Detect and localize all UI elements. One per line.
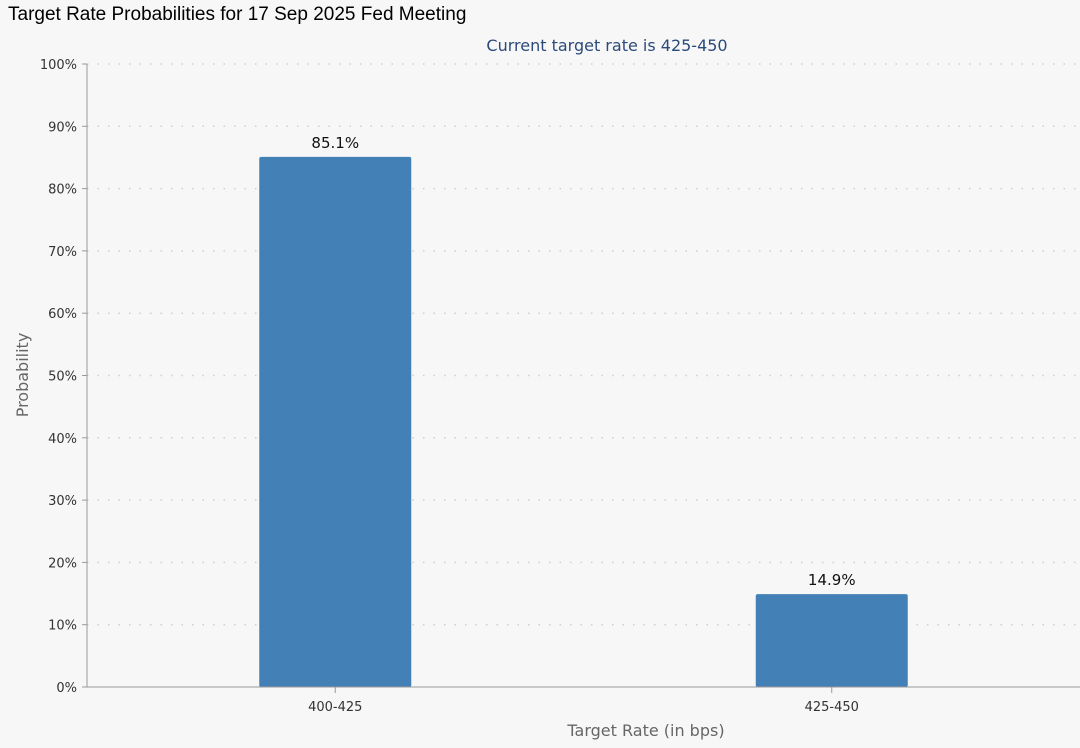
y-tick-label: 40%	[48, 432, 77, 447]
y-tick-label: 70%	[48, 245, 77, 260]
bar-425-450[interactable]	[755, 594, 908, 687]
bars: 85.1% 14.9%	[259, 134, 908, 687]
axes	[86, 64, 1080, 688]
y-tick-label: 80%	[48, 183, 77, 198]
x-axis-title: Target Rate (in bps)	[566, 721, 724, 740]
gridlines	[87, 63, 1080, 626]
y-tick-label: 30%	[48, 494, 77, 509]
bar-value-label: 85.1%	[311, 134, 359, 152]
y-axis-title: Probability	[13, 333, 32, 418]
y-tick-label: 90%	[48, 120, 77, 135]
y-tick-label: 100%	[40, 58, 77, 73]
x-tick-label: 400-425	[308, 700, 362, 715]
y-tick-label: 60%	[48, 307, 77, 322]
chart-subtitle: Current target rate is 425-450	[486, 36, 727, 55]
y-tick-label: 0%	[56, 681, 77, 696]
bar-400-425[interactable]	[259, 156, 412, 687]
x-tick-labels: 400-425 425-450	[308, 687, 859, 715]
bar-value-label: 14.9%	[808, 571, 856, 589]
y-tick-label: 50%	[48, 370, 77, 385]
y-tick-label: 20%	[48, 556, 77, 571]
page-title: Target Rate Probabilities for 17 Sep 202…	[8, 4, 467, 25]
y-tick-label: 10%	[48, 619, 77, 634]
x-tick-label: 425-450	[805, 700, 859, 715]
y-tick-labels: 0% 10% 20% 30% 40% 50% 60% 70% 80% 90% 100%	[40, 58, 87, 696]
